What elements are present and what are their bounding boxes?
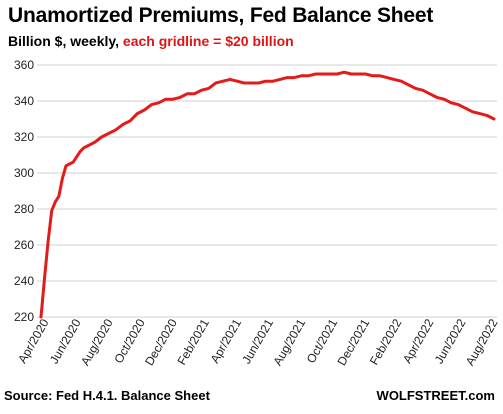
- x-tick-label: Oct/2020: [111, 316, 148, 365]
- y-axis-ticks: 220 240 260 280 300 320 340 360: [14, 58, 34, 324]
- subtitle-units: Billion $, weekly,: [8, 33, 123, 49]
- x-axis-ticks: Apr/2020Jun/2020Aug/2020Oct/2020Dec/2020…: [15, 316, 501, 368]
- x-tick-label: Feb/2021: [174, 316, 212, 367]
- y-tick-label: 320: [14, 130, 34, 144]
- y-tick-label: 360: [14, 58, 34, 72]
- y-tick-label: 240: [14, 274, 34, 288]
- x-tick-label: Aug/2020: [78, 316, 116, 368]
- series-line: [39, 70, 496, 319]
- x-tick-label: Apr/2021: [208, 316, 245, 365]
- x-tick-label: Aug/2021: [270, 316, 308, 368]
- y-tick-label: 220: [14, 310, 34, 324]
- subtitle-gridline-note: each gridline = $20 billion: [122, 33, 294, 49]
- series-layer: [39, 70, 496, 319]
- x-tick-label: Aug/2022: [463, 316, 501, 368]
- x-tick-label: Feb/2022: [367, 316, 405, 367]
- chart-title: Unamortized Premiums, Fed Balance Sheet: [8, 4, 434, 27]
- source-note: Source: Fed H.4.1. Balance Sheet: [4, 388, 210, 403]
- brand-logo-text: WOLFSTREET.com: [376, 388, 495, 403]
- grid-lines: [37, 64, 497, 318]
- chart-subtitle: Billion $, weekly, each gridline = $20 b…: [8, 33, 294, 49]
- x-tick-label: Oct/2021: [304, 316, 341, 365]
- y-tick-label: 280: [14, 202, 34, 216]
- y-tick-label: 300: [14, 166, 34, 180]
- y-tick-label: 340: [14, 94, 34, 108]
- x-tick-label: Apr/2022: [400, 316, 437, 365]
- y-tick-label: 260: [14, 238, 34, 252]
